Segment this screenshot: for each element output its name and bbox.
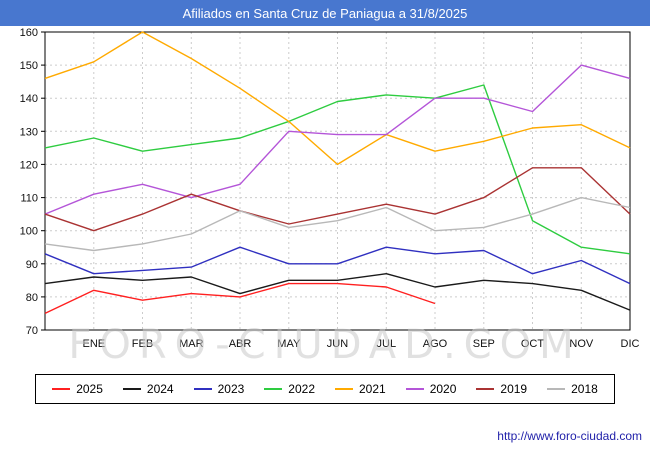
- legend-swatch-2022: [264, 388, 283, 390]
- legend-item-2022: 2022: [264, 382, 315, 396]
- svg-text:DIC: DIC: [621, 338, 640, 350]
- legend-item-2025: 2025: [52, 382, 103, 396]
- legend: 2025 2024 2023 2022 2021 2020 2019 2018: [35, 374, 615, 404]
- legend-swatch-2024: [122, 388, 141, 390]
- svg-text:130: 130: [20, 126, 38, 138]
- legend-swatch-2023: [193, 388, 212, 390]
- svg-text:140: 140: [20, 93, 38, 105]
- legend-item-2018: 2018: [547, 382, 598, 396]
- chart-title: Afiliados en Santa Cruz de Paniagua a 31…: [182, 5, 468, 21]
- svg-text:OCT: OCT: [521, 338, 545, 350]
- footer-link[interactable]: http://www.foro-ciudad.com: [497, 429, 642, 443]
- legend-label-2024: 2024: [146, 382, 174, 396]
- legend-item-2021: 2021: [335, 382, 386, 396]
- legend-swatch-2025: [52, 388, 71, 390]
- legend-swatch-2018: [547, 388, 566, 390]
- svg-text:NOV: NOV: [569, 338, 594, 350]
- legend-swatch-2019: [476, 388, 495, 390]
- svg-text:90: 90: [26, 259, 38, 271]
- svg-text:MAY: MAY: [277, 338, 301, 350]
- legend-label-2018: 2018: [571, 382, 598, 396]
- svg-text:150: 150: [20, 60, 38, 72]
- svg-text:80: 80: [26, 292, 38, 304]
- legend-label-2022: 2022: [288, 382, 315, 396]
- legend-item-2024: 2024: [122, 382, 174, 396]
- svg-text:160: 160: [20, 27, 38, 39]
- svg-text:MAR: MAR: [179, 338, 204, 350]
- svg-text:ABR: ABR: [229, 338, 252, 350]
- legend-label-2019: 2019: [500, 382, 528, 396]
- legend-label-2023: 2023: [217, 382, 245, 396]
- svg-text:70: 70: [26, 325, 38, 337]
- svg-text:FEB: FEB: [132, 338, 153, 350]
- legend-label-2020: 2020: [429, 382, 457, 396]
- svg-text:AGO: AGO: [423, 338, 448, 350]
- svg-text:ENE: ENE: [82, 338, 105, 350]
- legend-swatch-2021: [335, 388, 353, 390]
- legend-label-2025: 2025: [76, 382, 103, 396]
- svg-text:100: 100: [20, 226, 38, 238]
- svg-text:SEP: SEP: [473, 338, 495, 350]
- line-chart: 70 80 90 100 110 120 130 140 150 160 ENE FEB MAR ABR M…: [20, 27, 640, 350]
- legend-item-2020: 2020: [405, 382, 457, 396]
- legend-label-2021: 2021: [359, 382, 386, 396]
- chart-area: 70 80 90 100 110 120 130 140 150 160 ENE FEB MAR ABR M…: [0, 26, 650, 368]
- legend-swatch-2020: [405, 388, 424, 390]
- svg-text:JUL: JUL: [377, 338, 397, 350]
- svg-text:JUN: JUN: [327, 338, 348, 350]
- svg-text:110: 110: [20, 193, 38, 205]
- legend-item-2023: 2023: [193, 382, 245, 396]
- svg-text:120: 120: [20, 159, 38, 171]
- footer: http://www.foro-ciudad.com: [497, 429, 642, 443]
- legend-item-2019: 2019: [476, 382, 527, 396]
- chart-title-bar: Afiliados en Santa Cruz de Paniagua a 31…: [0, 0, 650, 26]
